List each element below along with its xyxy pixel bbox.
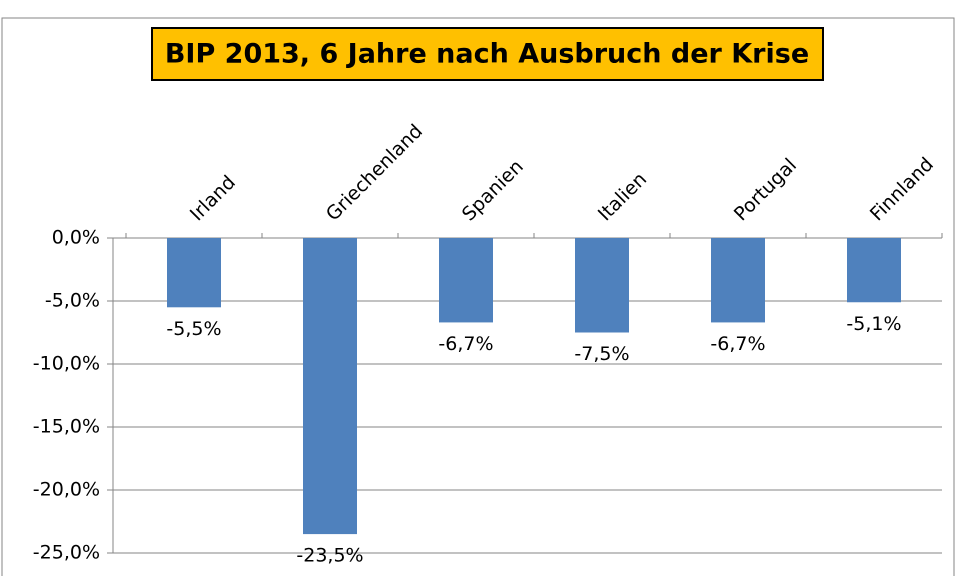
bar [711, 238, 765, 323]
y-tick-label: 0,0% [52, 227, 100, 249]
data-label: -23,5% [296, 545, 363, 567]
bar [575, 238, 629, 333]
bar [303, 238, 357, 535]
data-label: -6,7% [438, 333, 493, 355]
y-tick-label: -10,0% [33, 353, 100, 375]
data-label: -5,5% [166, 318, 221, 340]
bar [847, 238, 901, 303]
y-tick-label: -15,0% [33, 416, 100, 438]
bar [167, 238, 221, 308]
title-box [151, 27, 824, 81]
data-label: -6,7% [710, 333, 765, 355]
chart-title: BIP 2013, 6 Jahre nach Ausbruch der Kris… [165, 39, 809, 70]
bar [439, 238, 493, 323]
y-tick-label: -25,0% [33, 542, 100, 564]
y-tick-label: -5,0% [45, 290, 100, 312]
data-label: -5,1% [846, 313, 901, 335]
data-label: -7,5% [574, 343, 629, 365]
y-tick-label: -20,0% [33, 479, 100, 501]
